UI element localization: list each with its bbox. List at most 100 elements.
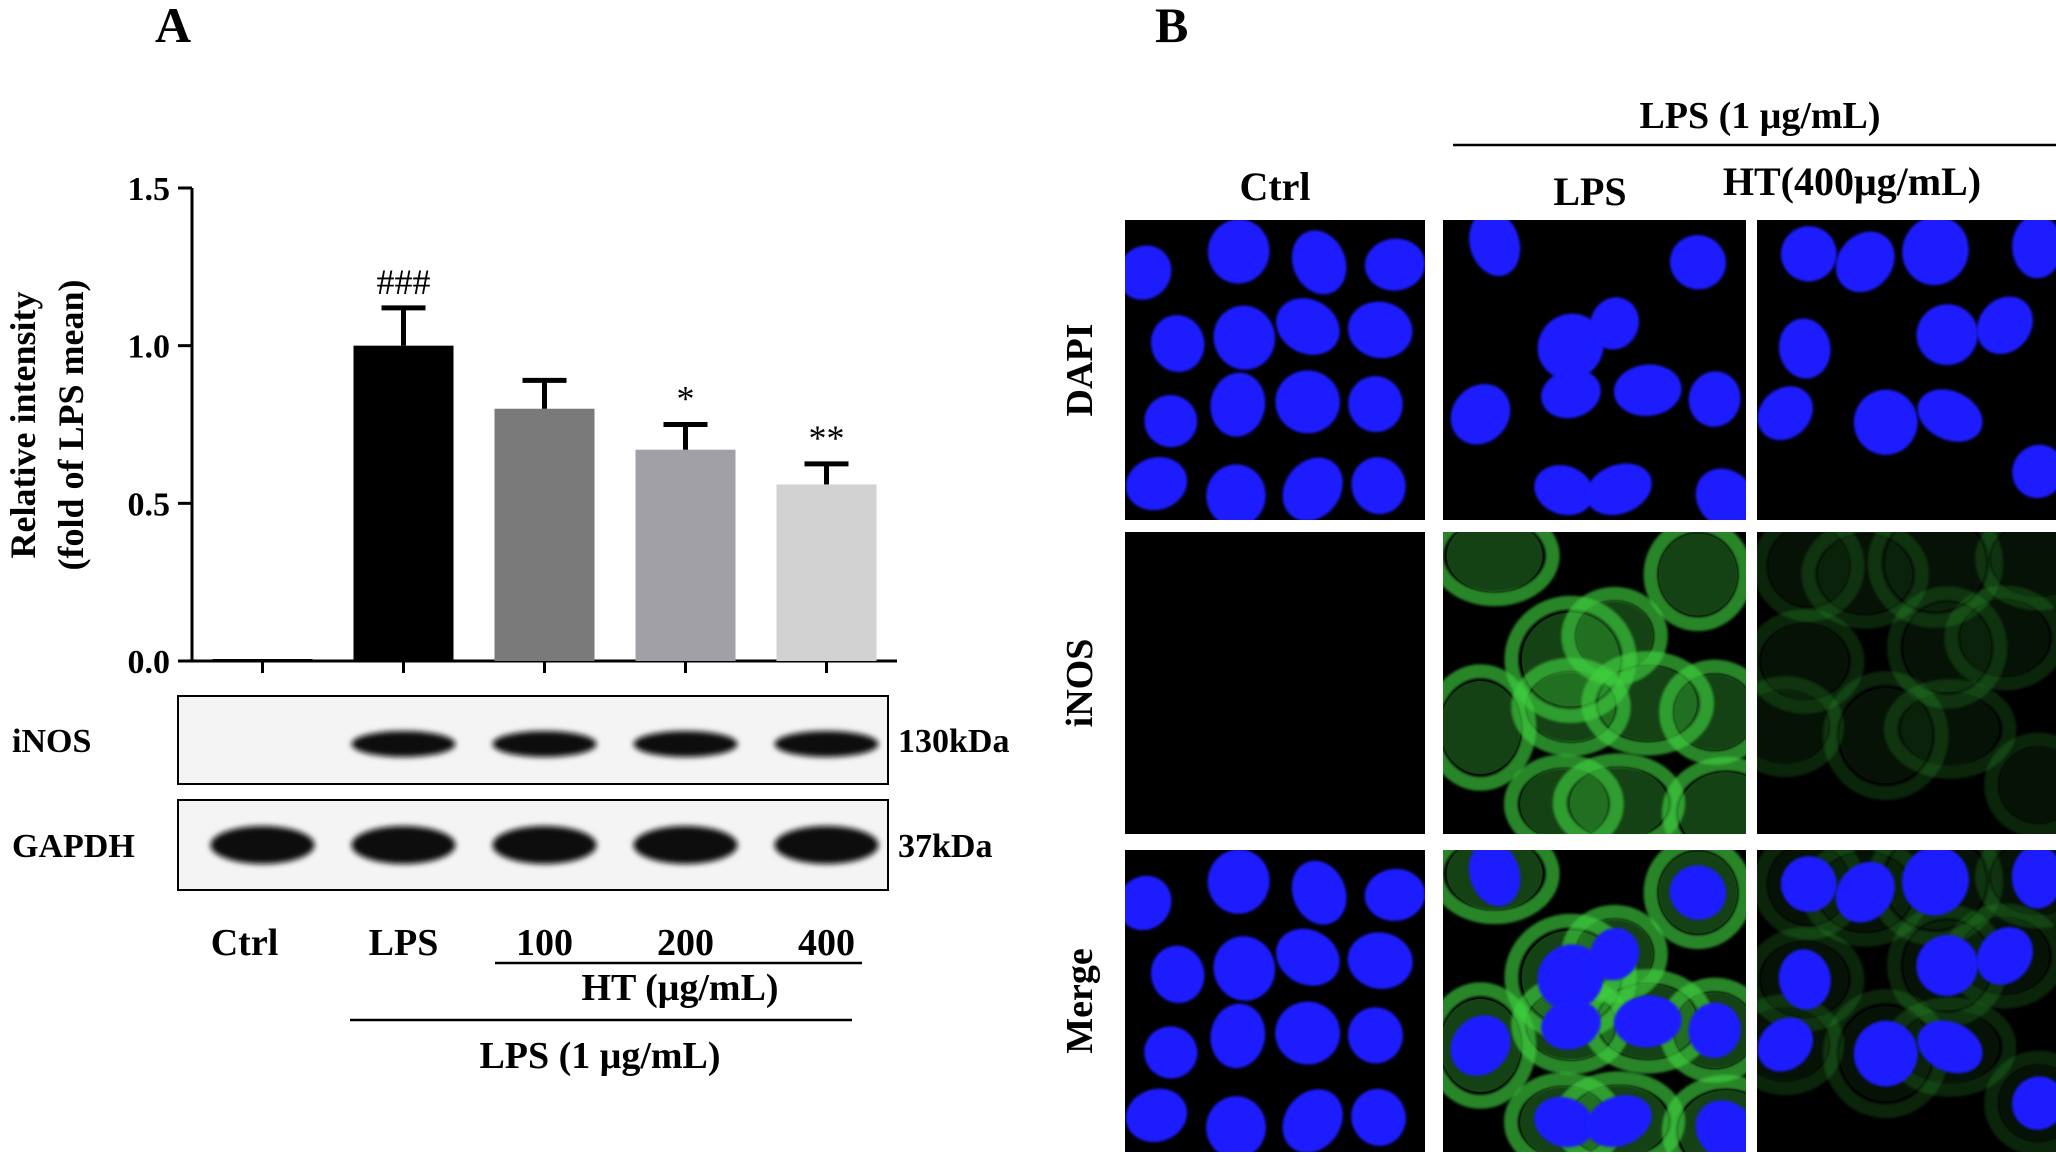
nucleus: [1853, 1020, 1918, 1087]
category-labels: Ctrl LPS 100 200 400: [211, 922, 855, 964]
row-headers: DAPI iNOS Merge: [1059, 324, 1101, 1054]
nucleus: [1757, 386, 1813, 441]
nucleus: [1207, 850, 1270, 914]
blot-size-label: 37kDa: [898, 828, 992, 865]
nucleus: [1757, 1017, 1813, 1072]
blot-band: [351, 731, 456, 757]
x-category-label: LPS: [369, 922, 439, 964]
nucleus: [1976, 927, 2033, 985]
nucleus: [1348, 376, 1403, 433]
nucleus: [1613, 364, 1682, 417]
inos-cytoplasm: [1900, 693, 2000, 765]
nucleus: [1780, 856, 1837, 912]
blot-protein-label: GAPDH: [12, 828, 135, 865]
micrograph-background: [1125, 532, 1425, 834]
inos-cytoplasm: [1960, 600, 2050, 676]
nucleus: [1347, 932, 1413, 989]
nucleus: [1213, 936, 1276, 1001]
nucleus: [1669, 235, 1726, 290]
nucleus: [1902, 220, 1969, 286]
western-blot: iNOS 130kDa GAPDH 37kDa: [12, 695, 1009, 891]
micrograph-merge-ht400gml: [1757, 850, 2056, 1152]
nucleus: [1917, 1020, 1983, 1074]
bar-100: [494, 408, 595, 661]
lps-group-label-a: LPS (1 μg/mL): [479, 1035, 720, 1077]
nucleus: [1210, 1003, 1266, 1069]
blot-band: [492, 826, 597, 864]
blot-band: [633, 731, 738, 757]
nucleus: [1125, 245, 1172, 300]
nucleus: [1150, 315, 1205, 373]
blot-band: [351, 826, 456, 864]
inos-signal: [1822, 671, 1949, 801]
panel-a-label: A: [155, 0, 191, 53]
inos-signal: [1984, 1050, 2056, 1152]
inos-signal: [1581, 651, 1715, 756]
nucleus: [1586, 1095, 1652, 1147]
blot-band: [774, 826, 879, 864]
nucleus: [1275, 370, 1340, 434]
inos-signal: [1443, 532, 1560, 607]
nucleus: [1125, 875, 1172, 931]
x-category-label: Ctrl: [211, 922, 279, 964]
micrograph-inos-lps: [1443, 532, 1746, 834]
nucleus: [1537, 313, 1604, 380]
y-axis-label-line2: (fold of LPS mean): [51, 280, 91, 571]
inos-cytoplasm: [1443, 680, 1521, 775]
column-header: Ctrl: [1239, 164, 1310, 209]
nucleus: [1778, 949, 1831, 1010]
nucleus: [1468, 850, 1521, 907]
nucleus: [1590, 297, 1639, 350]
nucleus: [1450, 1015, 1511, 1076]
bar-200: [635, 449, 736, 661]
inos-signal: [1661, 756, 1746, 834]
nucleus: [1210, 372, 1266, 437]
nucleus: [1347, 301, 1413, 359]
nucleus: [2012, 220, 2056, 279]
nucleus: [1780, 226, 1837, 282]
inos-signal: [1503, 754, 1624, 834]
significance-label: *: [677, 379, 695, 419]
lps-group-label-b: LPS (1 μg/mL): [1639, 95, 1880, 137]
micrograph-merge-ctrl: [1125, 850, 1425, 1152]
nucleus: [2012, 444, 2056, 499]
micrograph-dapi-ctrl: [1125, 220, 1425, 520]
blot-band: [774, 731, 879, 757]
nucleus: [2012, 1076, 2056, 1130]
inos-cytoplasm: [1757, 690, 1829, 763]
nucleus: [1275, 1001, 1341, 1065]
nucleus: [1537, 944, 1604, 1011]
inos-signal: [1944, 585, 2056, 691]
inos-cytoplasm: [1569, 767, 1669, 834]
column-header: HT(400μg/mL): [1723, 159, 1981, 204]
row-header: DAPI: [1059, 324, 1101, 417]
micrograph-merge-lps: [1443, 850, 1746, 1152]
inos-signal: [1867, 532, 2004, 628]
blot-band: [210, 826, 315, 864]
row-header: iNOS: [1059, 639, 1101, 728]
nucleus: [1207, 220, 1270, 284]
nucleus: [1778, 318, 1831, 379]
nucleus: [1688, 1002, 1741, 1058]
inos-cytoplasm: [1658, 533, 1738, 616]
nucleus: [1150, 945, 1205, 1004]
x-category-label: 400: [798, 922, 855, 964]
nucleus: [1351, 457, 1406, 515]
inos-cytoplasm: [1991, 532, 2056, 596]
inos-signal: [1757, 609, 1865, 714]
nucleus: [1835, 231, 1895, 293]
column-headers: Ctrl LPS HT(400μg/mL): [1239, 159, 1981, 214]
nucleus: [1976, 296, 2033, 355]
panel-b-label: B: [1155, 0, 1188, 53]
nucleus: [1534, 465, 1594, 516]
x-category-label: 200: [657, 922, 714, 964]
y-ticks: 0.0 0.5 1.0 1.5: [128, 171, 192, 681]
inos-signal: [1661, 1074, 1746, 1152]
nucleus: [1364, 238, 1425, 291]
nucleus: [1144, 395, 1198, 448]
nucleus: [1917, 389, 1983, 442]
nucleus: [1206, 1096, 1266, 1152]
bars: ###***: [212, 262, 877, 673]
